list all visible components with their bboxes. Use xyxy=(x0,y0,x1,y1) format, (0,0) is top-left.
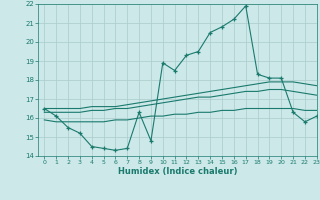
X-axis label: Humidex (Indice chaleur): Humidex (Indice chaleur) xyxy=(118,167,237,176)
